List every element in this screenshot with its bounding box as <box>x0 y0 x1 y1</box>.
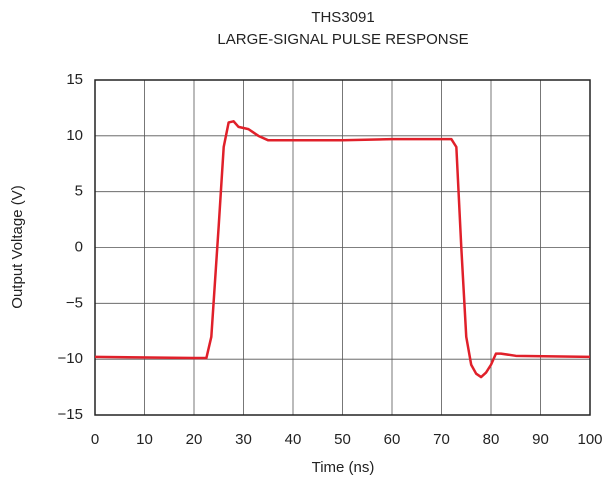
plot-frame <box>94 79 591 416</box>
y-tick-label: 15 <box>66 71 83 88</box>
x-tick-label: 40 <box>285 431 302 448</box>
y-axis-label: Output Voltage (V) <box>9 185 26 308</box>
x-tick-label: 0 <box>91 431 99 448</box>
data-line <box>94 120 591 379</box>
x-tick-label: 100 <box>577 431 602 448</box>
chart-subtitle: LARGE-SIGNAL PULSE RESPONSE <box>217 31 468 48</box>
chart-title: THS3091 <box>311 9 374 26</box>
x-tick-label: 70 <box>433 431 450 448</box>
y-tick-label: −10 <box>58 350 83 367</box>
x-axis-label: Time (ns) <box>312 459 375 476</box>
x-tick-label: 50 <box>334 431 351 448</box>
y-tick-label: 10 <box>66 127 83 144</box>
x-tick-label: 10 <box>136 431 153 448</box>
x-tick-label: 20 <box>186 431 203 448</box>
y-tick-label: −5 <box>66 294 83 311</box>
y-tick-label: −15 <box>58 406 83 423</box>
x-tick-label: 60 <box>384 431 401 448</box>
x-tick-label: 30 <box>235 431 252 448</box>
x-tick-label: 90 <box>532 431 549 448</box>
y-tick-label: 0 <box>75 238 83 255</box>
x-tick-label: 80 <box>483 431 500 448</box>
y-tick-label: 5 <box>75 183 83 200</box>
